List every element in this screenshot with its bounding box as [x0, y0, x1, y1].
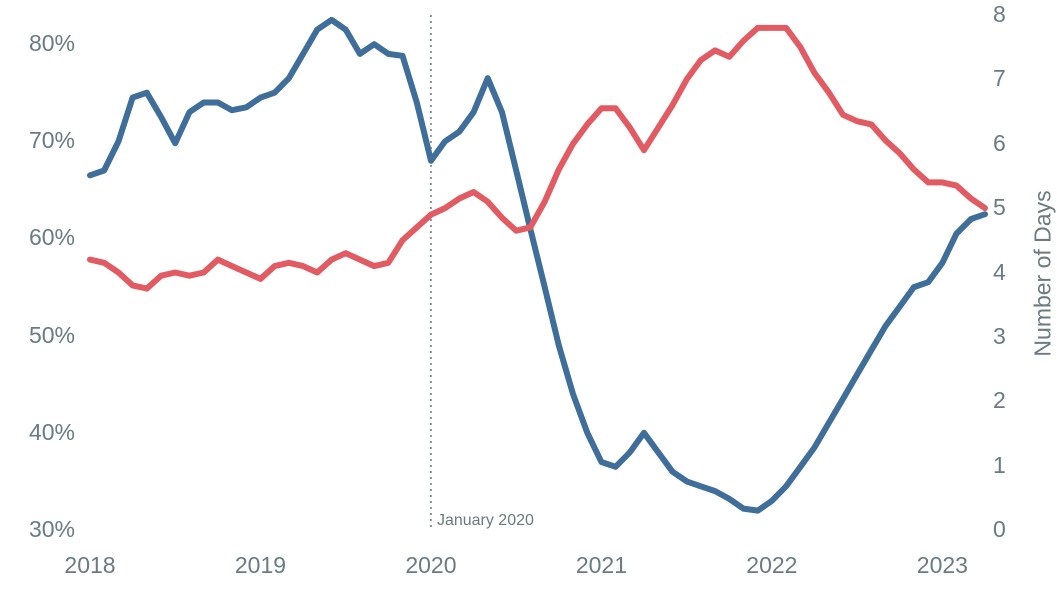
- y2-tick-label: 7: [993, 65, 1033, 92]
- y1-tick-label: 80%: [5, 30, 75, 57]
- y1-tick-label: 30%: [5, 516, 75, 543]
- y2-tick-label: 3: [993, 323, 1033, 350]
- y2-tick-label: 0: [993, 516, 1033, 543]
- y2-tick-label: 1: [993, 452, 1033, 479]
- x-tick-label: 2019: [235, 552, 286, 579]
- dual-axis-line-chart: 30% 40% 50% 60% 70% 80% 0 1 2 3 4 5 6 7 8 2018 2019 202…: [0, 0, 1057, 604]
- y2-tick-label: 2: [993, 387, 1033, 414]
- y2-tick-label: 8: [993, 1, 1033, 28]
- x-tick-label: 2022: [746, 552, 797, 579]
- x-tick-label: 2018: [64, 552, 115, 579]
- y1-tick-label: 70%: [5, 127, 75, 154]
- y1-tick-label: 50%: [5, 322, 75, 349]
- y2-axis-title: Number of Days: [1030, 190, 1057, 356]
- y2-tick-label: 6: [993, 130, 1033, 157]
- reference-line-label: January 2020: [437, 512, 534, 530]
- y2-tick-label: 4: [993, 259, 1033, 286]
- x-tick-label: 2020: [405, 552, 456, 579]
- x-tick-label: 2023: [917, 552, 968, 579]
- x-tick-label: 2021: [576, 552, 627, 579]
- y2-tick-label: 5: [993, 194, 1033, 221]
- y1-tick-label: 60%: [5, 224, 75, 251]
- y1-tick-label: 40%: [5, 419, 75, 446]
